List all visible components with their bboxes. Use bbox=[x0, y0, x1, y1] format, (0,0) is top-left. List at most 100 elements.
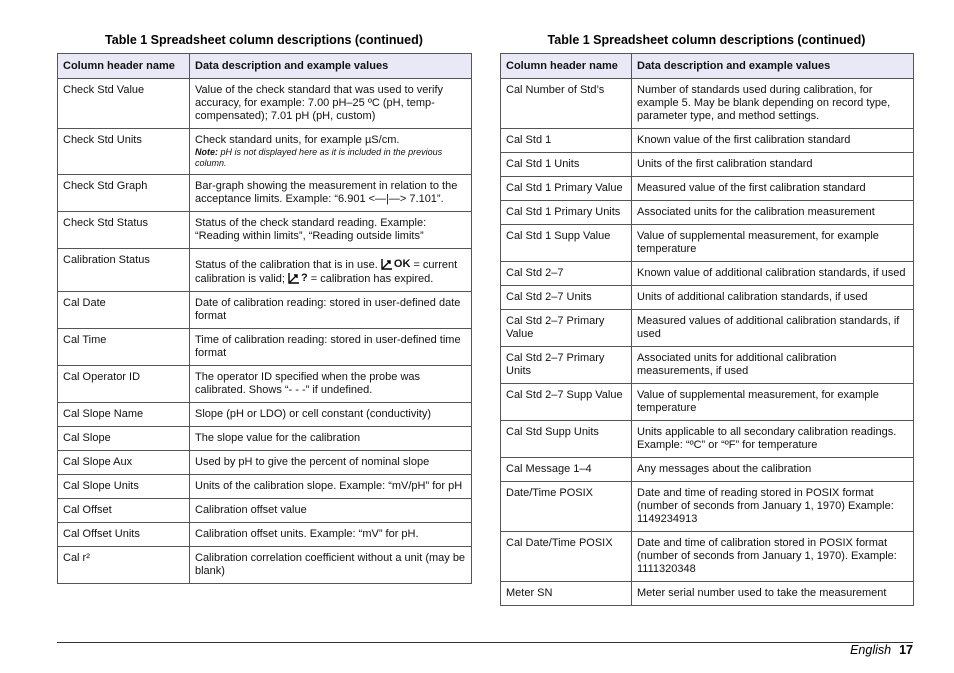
description: Date and time of calibration stored in P… bbox=[631, 531, 914, 582]
description: Associated units for the calibration mea… bbox=[631, 200, 914, 225]
description: Status of the check standard reading. Ex… bbox=[189, 211, 472, 249]
page-number: 17 bbox=[899, 643, 913, 657]
description: Check standard units, for example µS/cm.… bbox=[189, 128, 472, 175]
description: Number of standards used during calibrat… bbox=[631, 78, 914, 129]
row: Cal Std 1 Supp Value Value of supplementa… bbox=[500, 224, 914, 262]
column-name: Cal r² bbox=[57, 546, 190, 584]
column-name: Cal Slope Units bbox=[57, 474, 190, 499]
row: Cal Std 2–7 Supp Value Value of supplemen… bbox=[500, 383, 914, 421]
column-name: Meter SN bbox=[500, 581, 632, 606]
row: Cal Message 1–4 Any messages about the ca… bbox=[500, 457, 914, 482]
description-text: = calibration has expired. bbox=[310, 273, 434, 285]
status-icon: OK bbox=[381, 258, 411, 271]
header-cell: Data description and example values bbox=[189, 53, 472, 79]
description: Units of the first calibration standard bbox=[631, 152, 914, 177]
row: Cal Std 1 Units Units of the first calibr… bbox=[500, 152, 914, 177]
column-name: Cal Time bbox=[57, 328, 190, 366]
row: Cal r² Calibration correlation coefficien… bbox=[57, 546, 472, 584]
table-title: Table 1 Spreadsheet column descriptions … bbox=[105, 33, 423, 47]
description: Value of supplemental measurement, for e… bbox=[631, 224, 914, 262]
column-name: Calibration Status bbox=[57, 248, 190, 292]
description: Slope (pH or LDO) or cell constant (cond… bbox=[189, 402, 472, 427]
description: Status of the calibration that is in use… bbox=[189, 248, 472, 292]
column-name: Cal Offset bbox=[57, 498, 190, 523]
column-name: Cal Message 1–4 bbox=[500, 457, 632, 482]
description: The operator ID specified when the probe… bbox=[189, 365, 472, 403]
description: Value of supplemental measurement, for e… bbox=[631, 383, 914, 421]
note-text: pH is not displayed here as it is includ… bbox=[195, 147, 443, 168]
column-name: Cal Std 1 bbox=[500, 128, 632, 153]
description: Calibration correlation coefficient with… bbox=[189, 546, 472, 584]
description: Units of the calibration slope. Example:… bbox=[189, 474, 472, 499]
description: Any messages about the calibration bbox=[631, 457, 914, 482]
table-title: Table 1 Spreadsheet column descriptions … bbox=[547, 33, 866, 47]
header-row: Column header name Data description and e… bbox=[57, 53, 472, 79]
table: Column header name Data description and e… bbox=[500, 53, 914, 606]
description: Used by pH to give the percent of nomina… bbox=[189, 450, 472, 475]
icon-graph bbox=[381, 259, 392, 270]
description: Calibration offset units. Example: “mV” … bbox=[189, 522, 472, 547]
row: Date/Time POSIX Date and time of reading … bbox=[500, 481, 914, 532]
description-text: Status of the calibration that is in use… bbox=[195, 259, 378, 271]
description: Units of additional calibration standard… bbox=[631, 285, 914, 310]
row: Calibration Status Status of the calibrat… bbox=[57, 248, 472, 292]
column-name: Cal Std 2–7 Primary Units bbox=[500, 346, 632, 384]
row: Cal Std 1 Primary Units Associated units … bbox=[500, 200, 914, 225]
description: Bar-graph showing the measurement in rel… bbox=[189, 174, 472, 212]
row: Cal Std 2–7 Primary Value Measured values… bbox=[500, 309, 914, 347]
row: Cal Slope The slope value for the calibra… bbox=[57, 426, 472, 451]
column-name: Cal Slope Name bbox=[57, 402, 190, 427]
description-text: Check standard units, for example µS/cm. bbox=[195, 134, 400, 146]
column-name: Cal Date bbox=[57, 291, 190, 329]
column-name: Check Std Value bbox=[57, 78, 190, 129]
table: Column header name Data description and e… bbox=[57, 53, 472, 584]
column-name: Check Std Units bbox=[57, 128, 190, 175]
column-name: Cal Offset Units bbox=[57, 522, 190, 547]
footer: English 17 bbox=[850, 643, 913, 657]
description: Units applicable to all secondary calibr… bbox=[631, 420, 914, 458]
column-name: Cal Slope Aux bbox=[57, 450, 190, 475]
column-name: Check Std Graph bbox=[57, 174, 190, 212]
row: Check Std Value Value of the check standa… bbox=[57, 78, 472, 129]
column-name: Check Std Status bbox=[57, 211, 190, 249]
header-cell: Column header name bbox=[500, 53, 632, 79]
column-name: Cal Std 1 Units bbox=[500, 152, 632, 177]
column-name: Cal Slope bbox=[57, 426, 190, 451]
row: Cal Std 1 Primary Value Measured value of… bbox=[500, 176, 914, 201]
column-name: Cal Std 2–7 bbox=[500, 261, 632, 286]
description: Measured values of additional calibratio… bbox=[631, 309, 914, 347]
header-cell: Data description and example values bbox=[631, 53, 914, 79]
column-name: Cal Operator ID bbox=[57, 365, 190, 403]
description-text: = current calibration is valid; bbox=[195, 259, 458, 285]
note: Note: pH is not displayed here as it is … bbox=[195, 147, 466, 169]
description: Date and time of reading stored in POSIX… bbox=[631, 481, 914, 532]
footer-rule bbox=[57, 642, 913, 643]
row: Cal Slope Units Units of the calibration … bbox=[57, 474, 472, 499]
header-cell: Column header name bbox=[57, 53, 190, 79]
row: Cal Date/Time POSIX Date and time of cali… bbox=[500, 531, 914, 582]
row: Check Std Graph Bar-graph showing the mea… bbox=[57, 174, 472, 212]
row: Cal Slope Name Slope (pH or LDO) or cell … bbox=[57, 402, 472, 427]
status-icon: ? bbox=[288, 272, 308, 285]
icon-label: OK bbox=[393, 258, 411, 270]
column-name: Date/Time POSIX bbox=[500, 481, 632, 532]
description: Known value of additional calibration st… bbox=[631, 261, 914, 286]
row: Cal Std Supp Units Units applicable to al… bbox=[500, 420, 914, 458]
description: Known value of the first calibration sta… bbox=[631, 128, 914, 153]
description: Measured value of the first calibration … bbox=[631, 176, 914, 201]
description: Associated units for additional calibrat… bbox=[631, 346, 914, 384]
column-name: Cal Std 1 Supp Value bbox=[500, 224, 632, 262]
icon-graph bbox=[288, 273, 299, 284]
description: Meter serial number used to take the mea… bbox=[631, 581, 914, 606]
row: Cal Std 2–7 Known value of additional cal… bbox=[500, 261, 914, 286]
row: Meter SN Meter serial number used to take… bbox=[500, 581, 914, 606]
column-name: Cal Std 2–7 Supp Value bbox=[500, 383, 632, 421]
row: Cal Operator ID The operator ID specified… bbox=[57, 365, 472, 403]
description: The slope value for the calibration bbox=[189, 426, 472, 451]
row: Cal Offset Units Calibration offset units… bbox=[57, 522, 472, 547]
column-name: Cal Std Supp Units bbox=[500, 420, 632, 458]
description: Time of calibration reading: stored in u… bbox=[189, 328, 472, 366]
row: Cal Slope Aux Used by pH to give the perc… bbox=[57, 450, 472, 475]
row: Cal Date Date of calibration reading: sto… bbox=[57, 291, 472, 329]
